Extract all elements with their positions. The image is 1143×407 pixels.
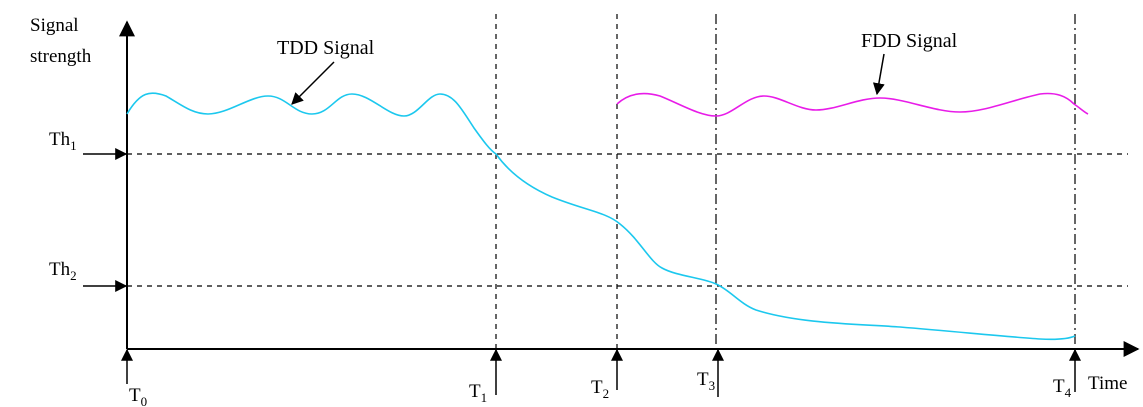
x-axis-label: Time: [1088, 373, 1127, 394]
fdd-signal-label: FDD Signal: [861, 30, 958, 52]
threshold-label-th2: Th2: [49, 259, 77, 283]
time-label-t2: T2: [591, 377, 609, 401]
tdd-label-pointer-arrow: [291, 61, 335, 105]
y-axis-label-line2: strength: [30, 46, 92, 67]
fdd-signal-curve: [616, 92, 1089, 117]
threshold-label-th1: Th1: [49, 129, 77, 153]
y-axis-label-line1: Signal: [30, 15, 79, 36]
time-label-t1: T1: [469, 381, 487, 405]
time-label-t3: T3: [697, 369, 715, 393]
fdd-label-pointer-arrow: [872, 53, 885, 96]
time-label-t4: T4: [1053, 376, 1072, 400]
tdd-signal-curve: [126, 92, 1076, 341]
time-label-t0: T0: [129, 385, 147, 407]
tdd-signal-label: TDD Signal: [277, 37, 375, 59]
